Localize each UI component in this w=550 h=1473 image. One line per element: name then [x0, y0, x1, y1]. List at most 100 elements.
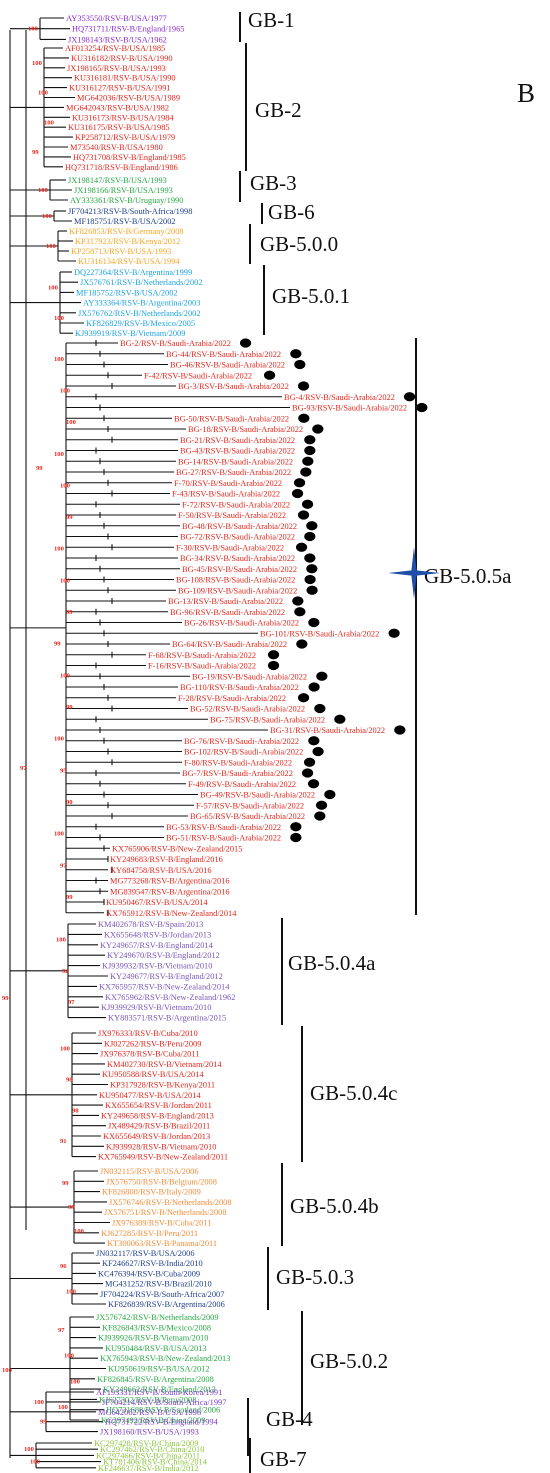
study-sequence-marker [304, 531, 316, 542]
study-sequence-marker [290, 822, 302, 832]
leaf-label: KY249657/RSV-B/England/2014 [100, 941, 214, 950]
clade-label: GB-5.0.1 [272, 284, 350, 308]
study-sequence-marker [263, 370, 276, 380]
leaf-label: HQ731688/RSV-B/Scotland/2006 [106, 1406, 220, 1415]
bootstrap-value: 97 [58, 1327, 65, 1334]
study-sequence-markers [239, 338, 428, 843]
leaf-label: JX198147/RSV-B/USA/1993 [68, 176, 167, 185]
clade-label: GB-5.0.4c [310, 1081, 398, 1105]
bootstrap-value: 100 [60, 482, 71, 489]
leaf-label: KC297462/RSV-B/China/2010 [100, 1445, 204, 1454]
bootstrap-value: 100 [60, 577, 71, 584]
study-sequence-marker [304, 445, 316, 456]
leaf-label: KU316175/RSV-B/USA/1985 [68, 123, 170, 132]
bootstrap-value: 99 [32, 149, 39, 156]
leaf-label: HQ731722/RSV-B/England/1994 [105, 1418, 219, 1427]
leaf-label: JX198166/RSV-B/USA/1993 [74, 186, 173, 195]
bootstrap-value: 100 [64, 1353, 75, 1360]
leaf-label: HQ731711/RSV-B/England/1965 [72, 25, 184, 34]
leaf-label: JX576762/RSV-B/Netherlands/2002 [78, 309, 201, 318]
leaf-label: KF826800/RSV-B/Italy/2009 [102, 1188, 201, 1197]
leaf-label: JX976333/RSV-B/Cuba/2010 [98, 1029, 198, 1038]
clade-gb-5-0-4b: JN032115/RSV-B/USA/2006JX576750/RSV-B/Be… [100, 1167, 232, 1248]
leaf-label: BG-27/RSV-B/Saudi-Arabia/2022 [176, 468, 291, 477]
leaf-label: HQ731718/RSV-B/England/1986 [65, 163, 178, 172]
study-sequence-marker [298, 413, 310, 423]
leaf-label: JX576761/RSV-B/Netherlands/2002 [80, 278, 203, 287]
leaf-label: BG-2/RSV-B/Saudi-Arabia/2022 [120, 339, 231, 348]
leaf-label: KU950467/RSV-B/USA/2014 [106, 898, 208, 907]
bootstrap-value: 99 [66, 609, 73, 616]
study-sequence-marker [297, 693, 310, 703]
leaf-label: BG-52/RSV-B/Saudi-Arabia/2022 [190, 705, 305, 714]
leaf-label: BG-108/RSV-B/Saudi-Arabia/2022 [176, 576, 295, 585]
leaf-label: KF826853/RSV-B/Germany/2008 [69, 227, 184, 236]
bootstrap-value: 100 [60, 672, 71, 679]
study-sequence-marker [291, 488, 304, 499]
study-sequence-marker [300, 467, 312, 477]
clade-label: GB-7 [260, 1447, 307, 1471]
study-sequence-marker [314, 811, 326, 821]
study-sequence-marker [308, 617, 320, 628]
leaf-label: KC476394/RSV-B/Cuba/2009 [98, 1269, 200, 1278]
bootstrap-value: 100 [42, 213, 53, 220]
clade-label: GB-3 [250, 171, 297, 195]
leaf-label: KU316127/RSV-B/USA/1991 [69, 84, 171, 93]
bootstrap-value: 100 [24, 1446, 35, 1453]
bootstrap-value: 100 [30, 1459, 41, 1466]
leaf-label: KJ939919/RSV-B/Vietnam/2009 [75, 329, 185, 338]
leaf-label: HQ731708/RSV-B/England/1985 [73, 153, 186, 162]
clade-gb-2: AF013254/RSV-B/USA/1985KU316182/RSV-B/US… [65, 44, 186, 172]
study-sequence-marker [306, 585, 318, 595]
leaf-label: F-43/RSV-B/Saudi-Arabia/2022 [172, 490, 280, 499]
leaf-label: BG-76/RSV-B/Saudi-Arabia/2022 [184, 737, 299, 746]
leaf-label: KT300063/RSV-B/Panama/2011 [107, 1239, 217, 1248]
leaf-label: KU950588/RSV-B/USA/2014 [102, 1070, 204, 1079]
leaf-label: BG-14/RSV-B/Saudi-Arabia/2022 [178, 457, 293, 466]
bootstrap-value: 99 [66, 894, 73, 901]
bootstrap-value: 98 [66, 1076, 73, 1083]
bootstrap-value: 100 [74, 1228, 85, 1235]
bootstrap-values: 100 100 100 100 99 100 100 100 100 100 100 100 100 10… [2, 26, 85, 1466]
study-sequence-marker [295, 542, 308, 552]
clade-gb-5-0-1: DQ227364/RSV-B/Argentina/1999JX576761/RS… [74, 268, 203, 338]
study-sequence-marker [301, 499, 314, 509]
leaf-label: KU316181/RSV-B/USA/1990 [74, 74, 176, 83]
bootstrap-value: 100 [46, 243, 57, 250]
leaf-label: BG-64/RSV-B/Saudi-Arabia/2022 [172, 640, 287, 649]
study-sequence-marker [316, 671, 328, 681]
leaf-label: KX765906/RSV-B/New-Zealand/2015 [112, 844, 242, 853]
study-sequence-marker [304, 553, 316, 563]
leaf-label: KJ027262/RSV-B/Peru/2009 [104, 1039, 201, 1048]
leaf-label: KY249658/RSV-B/England/2013 [101, 1111, 214, 1120]
leaf-label: KY249670/RSV-B/England/2012 [107, 951, 220, 960]
bootstrap-value: 97 [68, 999, 75, 1006]
star-icon [388, 547, 440, 599]
leaf-label: KM402730/RSV-B/Vietnam/2014 [107, 1060, 222, 1069]
leaf-label: BG-46/RSV-B/Saudi-Arabia/2022 [170, 361, 285, 370]
bootstrap-value: 92 [62, 968, 69, 975]
study-sequence-marker [308, 736, 320, 746]
clade-gb-5-0-3: JN032117/RSV-B/USA/2006KF246627/RSV-B/In… [96, 1249, 225, 1309]
leaf-label: KY249683/RSV-B/England/2016 [110, 855, 223, 864]
leaf-label: BG-31/RSV-B/Saudi-Arabia/2022 [270, 726, 385, 735]
bootstrap-value: 100 [54, 315, 65, 322]
bootstrap-value: 100 [54, 356, 65, 363]
leaf-label: M73540/RSV-B/USA/1980 [70, 143, 163, 152]
leaf-label: JF704224/RSV-B/South-Africa/2007 [100, 1290, 224, 1299]
leaf-label: F-16/RSV-B/Saudi-Arabia/2022 [148, 662, 256, 671]
leaf-label: JX576742/RSV-B/Netherlands/2009 [96, 1313, 219, 1322]
clade-gb-7: KC297428/RSV-B/China/2009KC297462/RSV-B/… [94, 1439, 208, 1473]
leaf-label: BG-49/RSV-B/Saudi-Arabia/2022 [200, 791, 315, 800]
clade-gb-5-0-0: KF826853/RSV-B/Germany/2008KP317923/RSV-… [69, 227, 184, 266]
bootstrap-value: 95 [60, 767, 67, 774]
leaf-labels: AY353550/RSV-B/USA/1977 HQ731711/RSV-B/En… [65, 14, 407, 1473]
study-sequence-marker [297, 510, 310, 520]
leaf-label: MG431252/RSV-B/Brazil/2010 [105, 1280, 212, 1289]
study-sequence-marker [388, 628, 400, 638]
clade-gb-1: AY353550/RSV-B/USA/1977 HQ731711/RSV-B/En… [66, 14, 184, 44]
leaf-label: BG-3/RSV-B/Saudi-Arabia/2022 [178, 382, 289, 391]
study-sequence-marker [314, 703, 326, 714]
tree-branches [9, 17, 290, 1469]
